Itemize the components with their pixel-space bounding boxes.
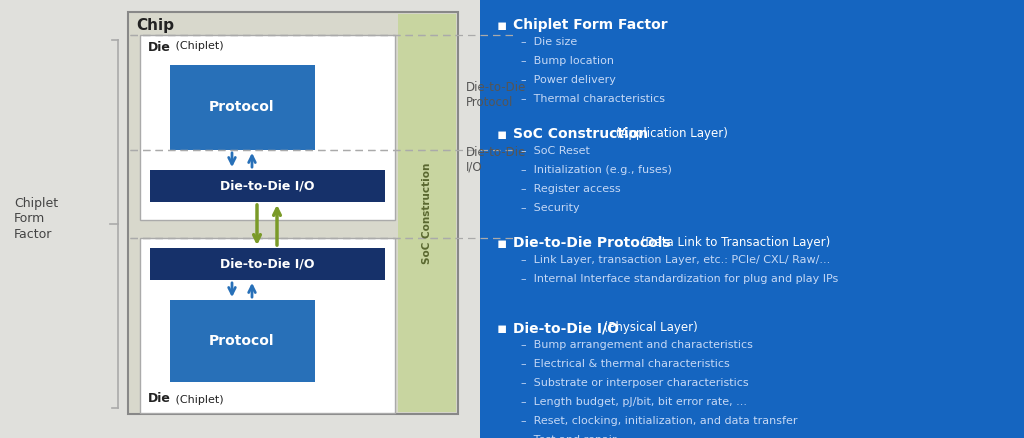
Bar [128,12,458,414]
Bar [170,300,315,382]
Text: Die-to-Die
Protocol: Die-to-Die Protocol [466,81,526,109]
Text: –  Substrate or interposer characteristics: – Substrate or interposer characteristic… [521,378,749,388]
Text: Protocol: Protocol [209,100,274,114]
Text: Die: Die [148,392,171,405]
Bar [150,248,385,280]
Text: –  Bump arrangement and characteristics: – Bump arrangement and characteristics [521,340,753,350]
Text: –  Die size: – Die size [521,37,578,47]
Text: SoC Construction: SoC Construction [513,127,648,141]
Text: ▪: ▪ [497,321,507,336]
Text: –  Power delivery: – Power delivery [521,75,615,85]
Text: –  Link Layer, transaction Layer, etc.: PCIe/ CXL/ Raw/...: – Link Layer, transaction Layer, etc.: P… [521,255,830,265]
Text: Die-to-Die I/O: Die-to-Die I/O [220,180,314,192]
Text: –  Internal Interface standardization for plug and play IPs: – Internal Interface standardization for… [521,274,839,284]
Text: ▪: ▪ [497,127,507,142]
Text: –  SoC Reset: – SoC Reset [521,146,590,156]
Text: Chip: Chip [136,18,174,33]
Text: –  Thermal characteristics: – Thermal characteristics [521,94,665,104]
Text: Chiplet Form Factor: Chiplet Form Factor [513,18,668,32]
Text: –  Initialization (e.g., fuses): – Initialization (e.g., fuses) [521,165,672,175]
Text: –  Register access: – Register access [521,184,621,194]
Text: Die-to-Die I/O: Die-to-Die I/O [220,258,314,271]
Text: Die-to-Die
I/O: Die-to-Die I/O [466,146,526,174]
Text: ▪: ▪ [497,18,507,33]
Text: Die: Die [148,41,171,54]
Text: –  Electrical & thermal characteristics: – Electrical & thermal characteristics [521,359,730,369]
Text: (Chiplet): (Chiplet) [172,41,223,51]
Text: –  Reset, clocking, initialization, and data transfer: – Reset, clocking, initialization, and d… [521,416,798,426]
Text: (Data Link to Transaction Layer): (Data Link to Transaction Layer) [637,236,830,249]
Text: ▪: ▪ [497,236,507,251]
Text: (Chiplet): (Chiplet) [172,395,223,405]
Text: –  Bump location: – Bump location [521,56,614,66]
Text: Die-to-Die I/O: Die-to-Die I/O [513,321,618,335]
Text: Protocol: Protocol [209,334,274,348]
Bar [140,35,395,220]
Text: –  Security: – Security [521,203,580,213]
Text: Chiplet
Form
Factor: Chiplet Form Factor [14,198,58,240]
Text: (Application Layer): (Application Layer) [612,127,728,140]
Text: Die-to-Die Protocols: Die-to-Die Protocols [513,236,671,250]
Text: –  Length budget, pJ/bit, bit error rate, ...: – Length budget, pJ/bit, bit error rate,… [521,397,746,407]
Text: –  Test and repair: – Test and repair [521,435,616,438]
Bar [398,14,456,412]
Bar [150,170,385,202]
Bar [140,238,395,413]
Text: (Physical Layer): (Physical Layer) [600,321,697,334]
Bar [170,65,315,150]
Text: SoC Construction: SoC Construction [422,162,432,264]
Bar [0,0,480,438]
